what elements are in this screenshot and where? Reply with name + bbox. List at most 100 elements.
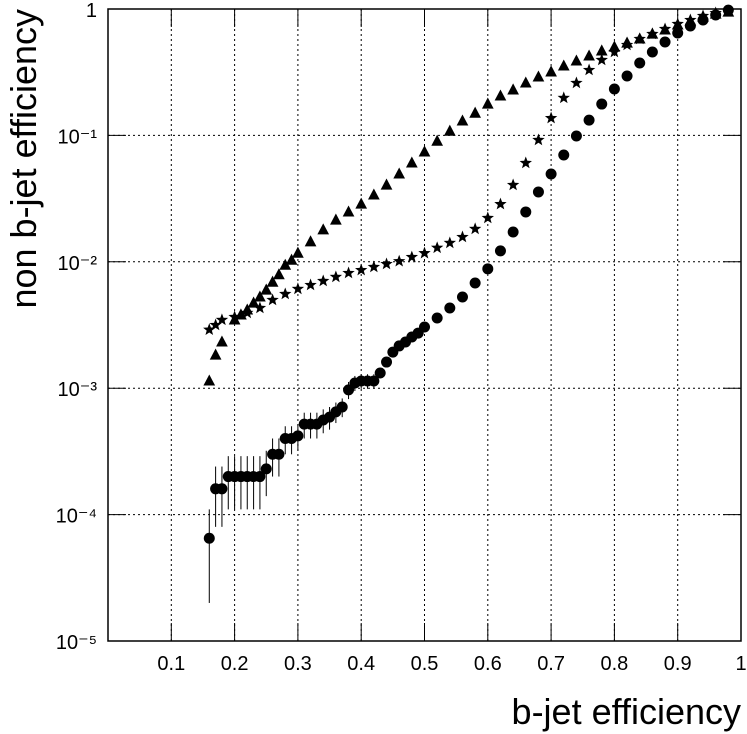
- point: [393, 167, 406, 179]
- point: [468, 222, 482, 235]
- point: [317, 274, 330, 287]
- point: [342, 205, 355, 217]
- point: [292, 430, 304, 442]
- point: [430, 241, 444, 254]
- point: [279, 287, 292, 300]
- point: [393, 254, 406, 267]
- point: [260, 283, 273, 295]
- point: [253, 301, 267, 314]
- point: [469, 106, 481, 118]
- point: [557, 59, 570, 71]
- point: [659, 36, 671, 48]
- point: [722, 4, 735, 17]
- point: [482, 263, 494, 275]
- x-tick-label: 0.8: [600, 653, 628, 675]
- x-tick-label: 0.4: [347, 653, 375, 675]
- point: [273, 448, 285, 460]
- point: [545, 168, 557, 180]
- point: [304, 235, 317, 247]
- point: [405, 156, 418, 168]
- point: [646, 46, 658, 58]
- point: [215, 313, 229, 326]
- point: [216, 335, 228, 347]
- point: [570, 76, 583, 89]
- point: [209, 318, 222, 331]
- point: [418, 246, 431, 259]
- point: [684, 13, 697, 26]
- point: [519, 156, 532, 169]
- point: [443, 124, 456, 136]
- point: [260, 463, 272, 475]
- point: [672, 27, 684, 39]
- point: [532, 133, 545, 146]
- point: [355, 263, 368, 276]
- x-tick-label: 0.5: [411, 653, 439, 675]
- point: [254, 471, 266, 483]
- point: [620, 38, 634, 51]
- plot-frame: [107, 8, 742, 642]
- point: [658, 22, 672, 35]
- point: [304, 278, 317, 291]
- y-tick-label: 10⁻²: [58, 253, 98, 275]
- y-tick-label: 1: [86, 0, 97, 22]
- x-tick-label: 0.1: [157, 653, 185, 675]
- point: [355, 197, 368, 209]
- point: [292, 246, 304, 258]
- x-tick-label: 1: [735, 653, 746, 675]
- y-tick-label: 10⁻³: [58, 379, 98, 401]
- point: [481, 211, 494, 224]
- point: [595, 53, 608, 66]
- point: [494, 245, 506, 257]
- point: [203, 374, 216, 386]
- point: [279, 258, 292, 270]
- point: [608, 83, 620, 95]
- y-tick-label: 10⁻⁵: [56, 632, 97, 654]
- point: [519, 76, 532, 88]
- point: [633, 32, 646, 45]
- point: [254, 290, 266, 302]
- point: [696, 9, 710, 22]
- point: [419, 321, 430, 333]
- point: [203, 532, 215, 544]
- point: [583, 114, 595, 126]
- point: [431, 134, 444, 146]
- point: [570, 54, 583, 66]
- point: [368, 188, 380, 200]
- point: [545, 65, 557, 77]
- point: [203, 323, 216, 336]
- x-tick-label: 0.6: [474, 653, 502, 675]
- point: [532, 70, 545, 82]
- x-tick-label: 0.7: [537, 653, 565, 675]
- point: [456, 230, 469, 243]
- point: [291, 282, 305, 295]
- point: [456, 114, 469, 126]
- point: [595, 44, 608, 56]
- y-axis-title: non b-jet efficiency: [3, 9, 44, 309]
- point: [374, 367, 386, 379]
- point: [329, 270, 343, 283]
- point: [431, 312, 443, 324]
- point: [405, 250, 419, 263]
- point: [330, 213, 342, 225]
- point: [317, 223, 330, 235]
- point: [544, 111, 558, 124]
- point: [596, 98, 608, 110]
- point: [241, 306, 254, 319]
- point: [557, 91, 570, 104]
- point: [709, 6, 722, 19]
- point: [481, 97, 494, 109]
- point: [570, 130, 582, 142]
- point: [506, 178, 520, 191]
- x-tick-label: 0.2: [221, 653, 249, 675]
- point: [380, 257, 393, 270]
- point: [444, 302, 456, 314]
- point: [216, 483, 228, 495]
- point: [494, 89, 507, 101]
- point: [266, 293, 279, 306]
- point: [443, 236, 456, 249]
- point: [342, 266, 355, 279]
- point: [507, 226, 519, 238]
- point: [671, 17, 684, 30]
- point: [583, 49, 595, 61]
